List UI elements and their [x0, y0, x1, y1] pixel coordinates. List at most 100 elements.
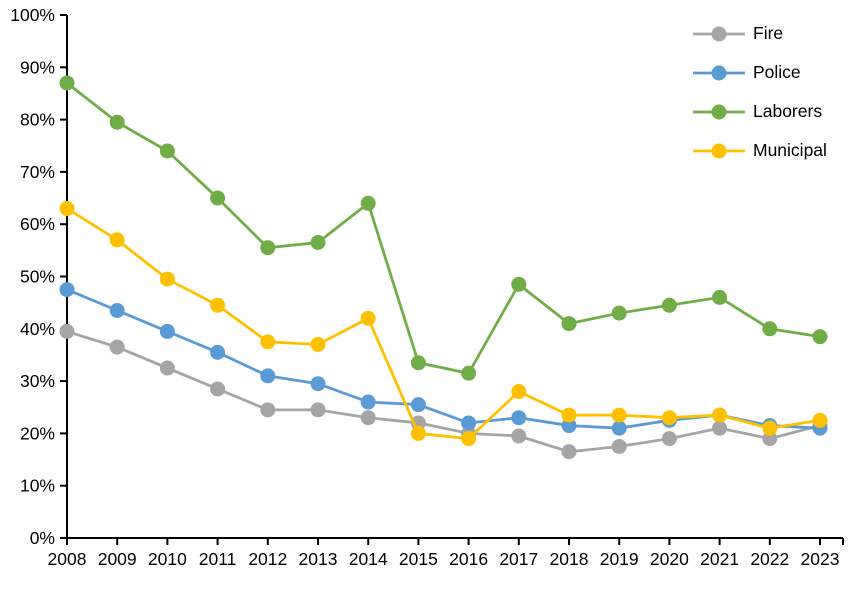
y-tick-label: 20%	[20, 423, 55, 443]
data-point-police-2013	[310, 376, 326, 392]
legend-label-municipal: Municipal	[753, 140, 827, 160]
data-point-police-2014	[360, 394, 376, 410]
y-tick-label: 50%	[20, 267, 55, 287]
legend-item-fire: Fire	[693, 20, 827, 47]
data-point-fire-2008	[59, 323, 75, 339]
data-point-police-2010	[159, 323, 175, 339]
data-point-laborers-2013	[310, 235, 326, 251]
data-point-police-2015	[410, 397, 426, 413]
y-tick-label: 90%	[20, 57, 55, 77]
data-point-laborers-2008	[59, 75, 75, 91]
data-point-fire-2018	[561, 444, 577, 460]
series-line-police	[66, 288, 821, 430]
x-tick-label: 2010	[148, 549, 187, 569]
data-point-laborers-2012	[260, 240, 276, 256]
data-point-police-2019	[611, 420, 627, 436]
data-point-police-2016	[461, 415, 477, 431]
data-point-municipal-2012	[260, 334, 276, 350]
data-point-fire-2021	[712, 420, 728, 436]
y-tick-label: 10%	[20, 476, 55, 496]
data-point-police-2008	[59, 282, 75, 298]
data-point-fire-2020	[661, 431, 677, 447]
y-tick-label: 60%	[20, 214, 55, 234]
data-point-municipal-2020	[661, 410, 677, 426]
x-tick-label: 2021	[700, 549, 739, 569]
x-tick-label: 2017	[499, 549, 538, 569]
municipal-series-marker-icon	[693, 143, 745, 158]
laborers-series-marker-icon	[693, 104, 745, 119]
data-point-laborers-2009	[109, 114, 125, 130]
x-tick-label: 2008	[48, 549, 87, 569]
data-point-municipal-2016	[461, 431, 477, 447]
data-point-fire-2010	[159, 360, 175, 376]
data-point-fire-2019	[611, 438, 627, 454]
legend-label-fire: Fire	[753, 23, 784, 43]
data-point-police-2018	[561, 418, 577, 434]
data-point-laborers-2011	[210, 190, 226, 206]
legend-item-police: Police	[693, 59, 827, 86]
data-point-laborers-2014	[360, 195, 376, 211]
x-tick-label: 2020	[650, 549, 689, 569]
data-point-municipal-2022	[762, 420, 778, 436]
y-tick-label: 100%	[10, 5, 55, 25]
data-point-municipal-2017	[511, 384, 527, 400]
legend-item-laborers: Laborers	[693, 98, 827, 125]
data-point-fire-2011	[210, 381, 226, 397]
y-tick-label: 30%	[20, 371, 55, 391]
data-point-laborers-2018	[561, 316, 577, 332]
chart-legend: Fire Police Laborers Municipal	[693, 20, 827, 164]
data-point-municipal-2009	[109, 232, 125, 248]
x-tick-label: 2013	[299, 549, 338, 569]
data-point-municipal-2019	[611, 407, 627, 423]
y-tick-label: 70%	[20, 162, 55, 182]
x-tick-label: 2016	[449, 549, 488, 569]
legend-label-police: Police	[753, 62, 801, 82]
x-tick-label: 2011	[199, 549, 237, 569]
data-point-municipal-2021	[712, 407, 728, 423]
x-tick-label: 2018	[550, 549, 589, 569]
data-point-municipal-2008	[59, 201, 75, 217]
data-point-municipal-2018	[561, 407, 577, 423]
data-point-laborers-2017	[511, 276, 527, 292]
data-point-laborers-2016	[461, 365, 477, 381]
data-point-police-2011	[210, 344, 226, 360]
y-tick-label: 0%	[30, 528, 55, 548]
data-point-laborers-2019	[611, 305, 627, 321]
legend-item-municipal: Municipal	[693, 137, 827, 164]
data-point-municipal-2013	[310, 336, 326, 352]
data-point-municipal-2015	[410, 425, 426, 441]
data-point-municipal-2011	[210, 297, 226, 313]
y-tick-label: 40%	[20, 319, 55, 339]
y-tick-label: 80%	[20, 110, 55, 130]
data-point-laborers-2022	[762, 321, 778, 337]
legend-label-laborers: Laborers	[753, 101, 823, 121]
data-point-municipal-2023	[812, 412, 828, 428]
data-point-police-2009	[109, 302, 125, 318]
x-tick-label: 2023	[801, 549, 840, 569]
data-point-police-2017	[511, 410, 527, 426]
x-tick-label: 2014	[349, 549, 388, 569]
data-point-police-2012	[260, 368, 276, 384]
series-line-laborers	[66, 81, 821, 375]
data-point-laborers-2015	[410, 355, 426, 371]
x-tick-label: 2012	[248, 549, 287, 569]
data-point-fire-2012	[260, 402, 276, 418]
x-tick-label: 2015	[399, 549, 438, 569]
data-point-laborers-2021	[712, 289, 728, 305]
data-point-fire-2013	[310, 402, 326, 418]
police-series-marker-icon	[693, 65, 745, 80]
x-tick-label: 2019	[600, 549, 639, 569]
series-line-municipal	[66, 207, 821, 441]
data-point-fire-2009	[109, 339, 125, 355]
fire-series-marker-icon	[693, 26, 745, 41]
data-point-fire-2014	[360, 410, 376, 426]
series-line-fire	[66, 330, 821, 454]
x-tick-label: 2009	[98, 549, 137, 569]
data-point-laborers-2023	[812, 329, 828, 345]
data-point-fire-2017	[511, 428, 527, 444]
data-point-municipal-2010	[159, 271, 175, 287]
x-tick-label: 2022	[750, 549, 789, 569]
data-point-laborers-2020	[661, 297, 677, 313]
